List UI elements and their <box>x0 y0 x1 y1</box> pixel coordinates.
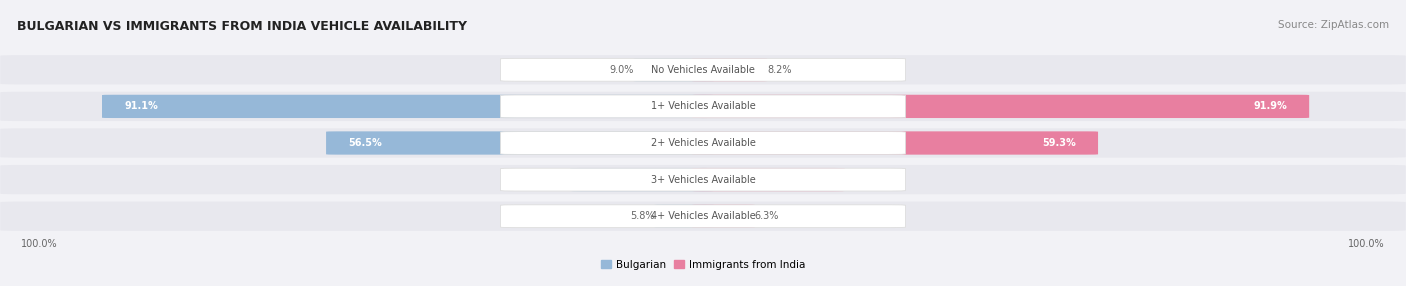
Text: 4+ Vehicles Available: 4+ Vehicles Available <box>651 211 755 221</box>
FancyBboxPatch shape <box>654 204 714 228</box>
Text: 18.8%: 18.8% <box>592 175 626 184</box>
FancyBboxPatch shape <box>0 92 1406 121</box>
FancyBboxPatch shape <box>501 132 905 154</box>
FancyBboxPatch shape <box>501 205 905 228</box>
Text: 8.2%: 8.2% <box>768 65 792 75</box>
FancyBboxPatch shape <box>634 58 714 82</box>
Text: 9.0%: 9.0% <box>609 65 634 75</box>
Text: 1+ Vehicles Available: 1+ Vehicles Available <box>651 102 755 111</box>
FancyBboxPatch shape <box>0 128 1406 158</box>
Text: 100.0%: 100.0% <box>21 239 58 249</box>
Text: 91.9%: 91.9% <box>1253 102 1286 111</box>
Text: 3+ Vehicles Available: 3+ Vehicles Available <box>651 175 755 184</box>
Text: No Vehicles Available: No Vehicles Available <box>651 65 755 75</box>
FancyBboxPatch shape <box>692 58 768 82</box>
Text: 100.0%: 100.0% <box>1348 239 1385 249</box>
FancyBboxPatch shape <box>0 165 1406 194</box>
Text: 59.3%: 59.3% <box>1042 138 1076 148</box>
FancyBboxPatch shape <box>571 168 714 191</box>
FancyBboxPatch shape <box>501 58 905 81</box>
FancyBboxPatch shape <box>692 204 755 228</box>
FancyBboxPatch shape <box>501 95 905 118</box>
FancyBboxPatch shape <box>103 95 714 118</box>
FancyBboxPatch shape <box>0 55 1406 84</box>
FancyBboxPatch shape <box>0 202 1406 231</box>
Text: 20.2%: 20.2% <box>789 175 823 184</box>
Text: BULGARIAN VS IMMIGRANTS FROM INDIA VEHICLE AVAILABILITY: BULGARIAN VS IMMIGRANTS FROM INDIA VEHIC… <box>17 20 467 33</box>
Legend: Bulgarian, Immigrants from India: Bulgarian, Immigrants from India <box>600 260 806 270</box>
Text: 91.1%: 91.1% <box>124 102 157 111</box>
FancyBboxPatch shape <box>692 131 1098 155</box>
Text: 6.3%: 6.3% <box>755 211 779 221</box>
FancyBboxPatch shape <box>501 168 905 191</box>
FancyBboxPatch shape <box>326 131 714 155</box>
Text: 56.5%: 56.5% <box>349 138 382 148</box>
Text: Source: ZipAtlas.com: Source: ZipAtlas.com <box>1278 20 1389 30</box>
FancyBboxPatch shape <box>692 95 1309 118</box>
Text: 5.8%: 5.8% <box>630 211 654 221</box>
FancyBboxPatch shape <box>692 168 845 191</box>
Text: 2+ Vehicles Available: 2+ Vehicles Available <box>651 138 755 148</box>
